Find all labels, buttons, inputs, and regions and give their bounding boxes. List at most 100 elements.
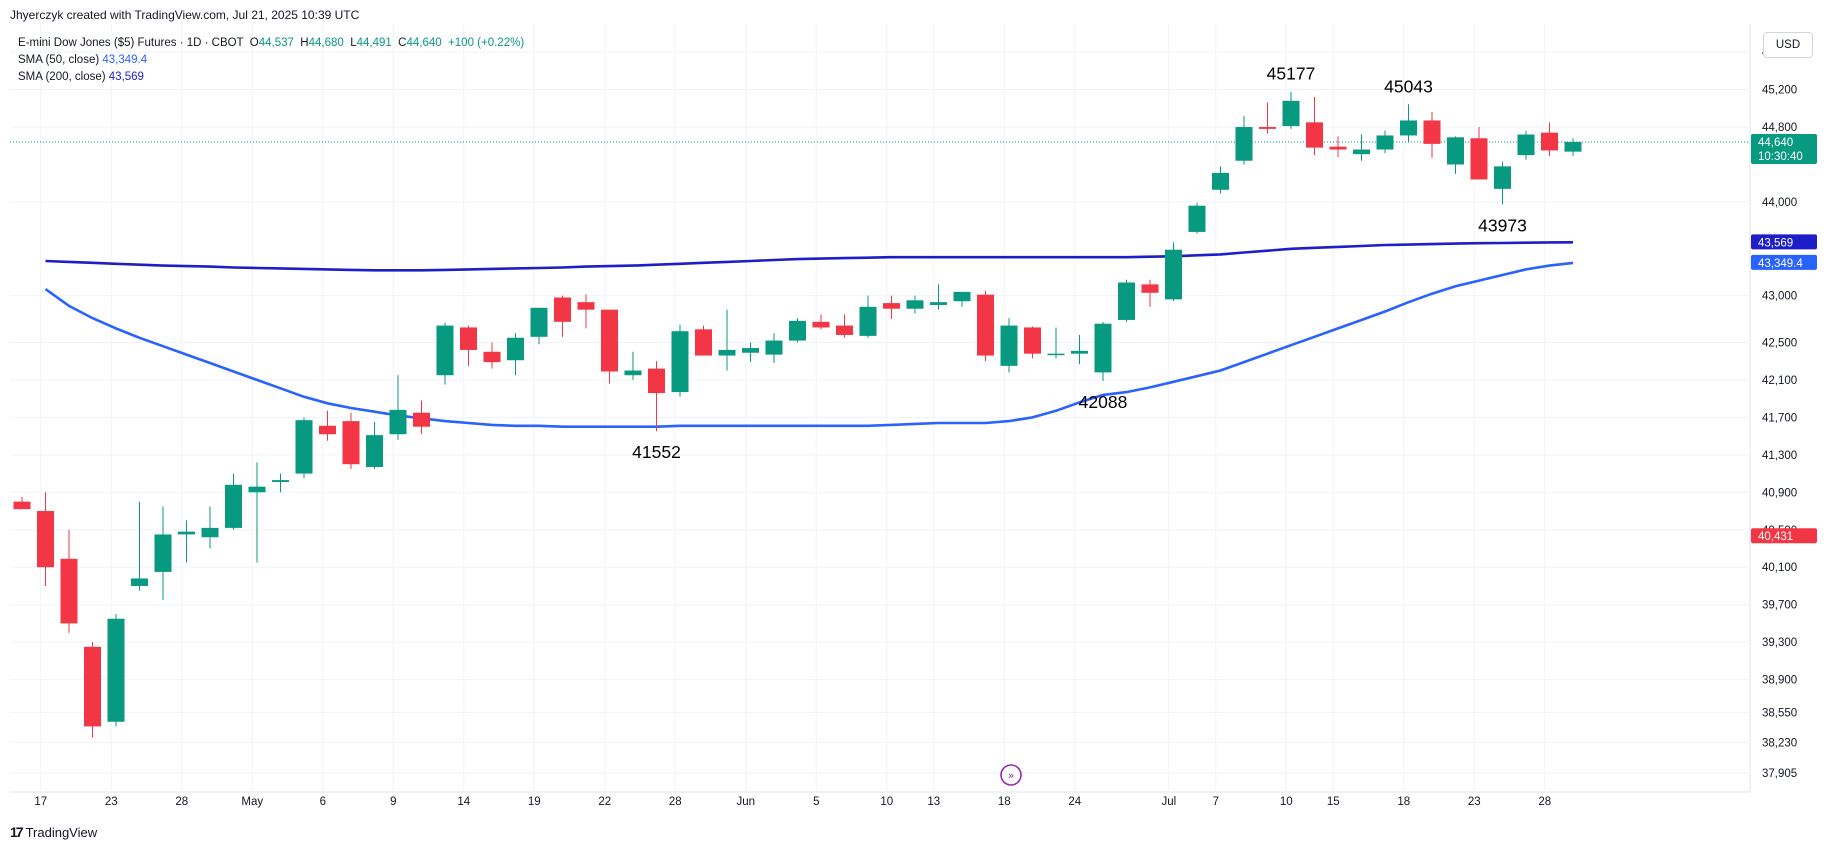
- candle: [1000, 318, 1018, 373]
- candle: [436, 322, 454, 385]
- candle: [1212, 166, 1229, 194]
- candle-body: [1024, 327, 1041, 354]
- candle: [1306, 97, 1323, 156]
- x-tick-label: 13: [927, 796, 940, 808]
- sma50-value: 43,349.4: [102, 54, 148, 66]
- candle-body: [1423, 120, 1441, 144]
- currency-selector[interactable]: USD: [1763, 32, 1813, 58]
- candle: [1024, 326, 1041, 359]
- candle: [1094, 321, 1112, 382]
- candle: [60, 529, 78, 633]
- candle: [789, 318, 806, 343]
- candle: [883, 295, 900, 320]
- y-tick-label: 39,700: [1762, 600, 1797, 612]
- change-value: +100 (+0.22%): [448, 37, 525, 49]
- candle-body: [483, 351, 501, 363]
- candle-body: [1047, 353, 1065, 356]
- candle-body: [1376, 135, 1394, 150]
- candle-body: [1188, 205, 1206, 232]
- candle: [742, 342, 759, 363]
- x-tick-label: 23: [105, 796, 118, 808]
- symbol-name[interactable]: E-mini Dow Jones ($5) Futures · 1D · CBO…: [18, 37, 244, 49]
- x-tick-label: 17: [34, 796, 47, 808]
- x-tick-label: 6: [320, 796, 326, 808]
- candle: [389, 375, 407, 440]
- close-value: 44,640: [406, 37, 442, 49]
- candle: [1423, 112, 1441, 158]
- candle: [1188, 202, 1206, 234]
- candle-body: [1306, 122, 1323, 148]
- x-tick-label: 19: [528, 796, 541, 808]
- candle-body: [1282, 100, 1300, 127]
- candle: [248, 462, 266, 563]
- sma-lines: [44, 241, 1574, 428]
- y-tick-label: 38,230: [1762, 737, 1797, 749]
- candle-body: [37, 511, 54, 568]
- candle-body: [107, 618, 125, 722]
- candle-body: [1141, 284, 1159, 293]
- legend-symbol-row[interactable]: E-mini Dow Jones ($5) Futures · 1D · CBO…: [18, 35, 524, 52]
- candle: [483, 342, 501, 369]
- candles: [13, 91, 1582, 738]
- tradingview-mark-icon: 17: [10, 824, 24, 840]
- candle: [1235, 115, 1253, 165]
- candle: [201, 506, 219, 549]
- low-value: 44,491: [356, 37, 392, 49]
- candle-body: [225, 484, 242, 528]
- candle-body: [507, 337, 524, 361]
- candle-body: [272, 480, 289, 482]
- price-tag-countdown: 10:30:40: [1758, 151, 1803, 163]
- open-value: 44,537: [258, 37, 294, 49]
- candle-body: [554, 297, 571, 322]
- candle: [577, 294, 595, 329]
- candle-body: [1118, 282, 1135, 320]
- price-tag: 43,569: [1751, 234, 1817, 250]
- candle-body: [1165, 249, 1182, 300]
- high-value: 44,680: [308, 37, 344, 49]
- candle: [765, 333, 783, 364]
- high-label: H: [300, 37, 309, 49]
- price-tag-background: [1751, 234, 1817, 250]
- x-tick-label: 5: [813, 796, 819, 808]
- candle: [930, 284, 947, 310]
- candle: [1141, 279, 1159, 307]
- candle-body: [366, 435, 383, 468]
- legend: E-mini Dow Jones ($5) Futures · 1D · CBO…: [18, 35, 524, 86]
- price-tag: 43,349.4: [1751, 254, 1817, 270]
- x-tick-label: 22: [598, 796, 611, 808]
- y-tick-label: 42,500: [1762, 337, 1797, 349]
- tradingview-logo[interactable]: 17 TradingView: [10, 824, 97, 840]
- candle: [601, 309, 618, 384]
- y-tick-label: 44,000: [1762, 197, 1797, 209]
- y-tick-label: 37,905: [1762, 768, 1797, 780]
- price-tag-background: [1751, 528, 1817, 544]
- candle: [1400, 104, 1417, 143]
- candle-body: [342, 421, 360, 465]
- candle-body: [178, 531, 195, 535]
- price-annotation: 41552: [632, 442, 681, 462]
- candle-body: [742, 348, 759, 353]
- legend-sma200-row[interactable]: SMA (200, close) 43,569: [18, 69, 524, 86]
- y-tick-label: 41,700: [1762, 412, 1797, 424]
- scroll-to-latest-icon[interactable]: »: [1000, 764, 1022, 786]
- candle-body: [953, 291, 971, 302]
- candle-body: [601, 309, 618, 372]
- candle-body: [1564, 142, 1582, 152]
- y-tick-label: 41,300: [1762, 450, 1797, 462]
- x-tick-label: 14: [457, 796, 470, 808]
- y-tick-label: 38,550: [1762, 707, 1797, 719]
- candle-body: [977, 294, 994, 356]
- candle-body: [648, 368, 665, 394]
- y-tick-label: 44,800: [1762, 122, 1797, 134]
- candle-body: [1494, 166, 1511, 189]
- candle: [413, 400, 430, 435]
- y-tick-label: 40,900: [1762, 487, 1797, 499]
- candle: [530, 307, 548, 345]
- x-tick-label: 28: [175, 796, 188, 808]
- candle: [1282, 91, 1300, 129]
- candle: [1165, 242, 1182, 302]
- price-tag: 40,431: [1751, 528, 1817, 544]
- price-tag-label: 43,349.4: [1758, 258, 1803, 270]
- legend-sma50-row[interactable]: SMA (50, close) 43,349.4: [18, 52, 524, 69]
